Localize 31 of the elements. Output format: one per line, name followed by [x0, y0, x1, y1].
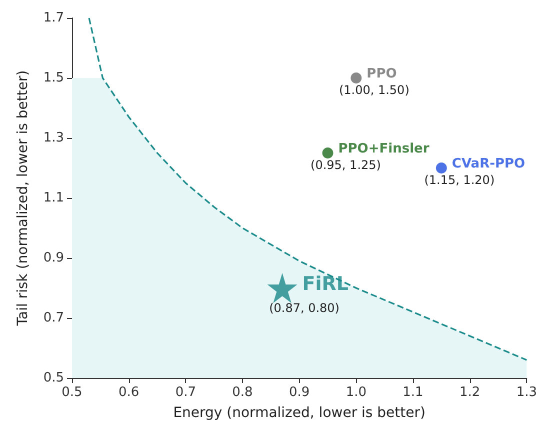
x-tick-label: 0.7 [175, 385, 196, 400]
x-tick-label: 1.0 [346, 385, 367, 400]
x-axis-title: Energy (normalized, lower is better) [173, 405, 426, 421]
x-tick-label: 0.9 [288, 385, 310, 400]
y-tick-label: 1.3 [43, 130, 64, 146]
point [436, 162, 447, 174]
x-tick-label: 1.3 [516, 385, 538, 400]
data-label: (0.95, 1.25) [310, 158, 381, 172]
x-tick-label: 0.6 [118, 385, 140, 400]
line-series [88, 17, 528, 361]
y-tick-label: 1.1 [43, 190, 64, 206]
series-label: PPO+Finsler [338, 142, 430, 156]
y-tick-label: 0.9 [43, 250, 64, 266]
x-tick-label: 0.8 [232, 385, 253, 400]
data-label: (0.87, 0.80) [269, 301, 340, 315]
point [322, 148, 334, 158]
data-label: (1.00, 1.50) [338, 83, 410, 97]
y-tick-label: 0.7 [43, 310, 64, 326]
series-label: PPO [366, 66, 397, 82]
point [350, 72, 362, 84]
x-tick-label: 1.2 [459, 385, 480, 400]
series-label: CVaR-PPO [452, 156, 526, 172]
series-label: FiRL [302, 273, 349, 295]
point [267, 273, 298, 303]
y-tick-label: 1.5 [43, 70, 64, 86]
x-tick-label: 0.5 [62, 385, 82, 400]
y-axis-title: Tail risk (normalized, lower is better) [15, 70, 31, 327]
y-tick-label: 0.5 [43, 370, 64, 386]
data-label: (1.15, 1.20) [424, 173, 495, 187]
y-tick-label: 1.7 [43, 10, 64, 26]
x-tick-label: 1.1 [402, 385, 424, 400]
